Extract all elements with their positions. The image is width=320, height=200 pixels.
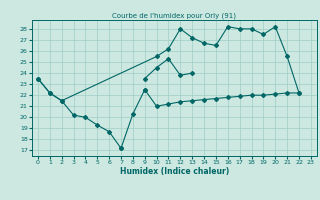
X-axis label: Humidex (Indice chaleur): Humidex (Indice chaleur) — [120, 167, 229, 176]
Title: Courbe de l'humidex pour Orly (91): Courbe de l'humidex pour Orly (91) — [112, 12, 236, 19]
